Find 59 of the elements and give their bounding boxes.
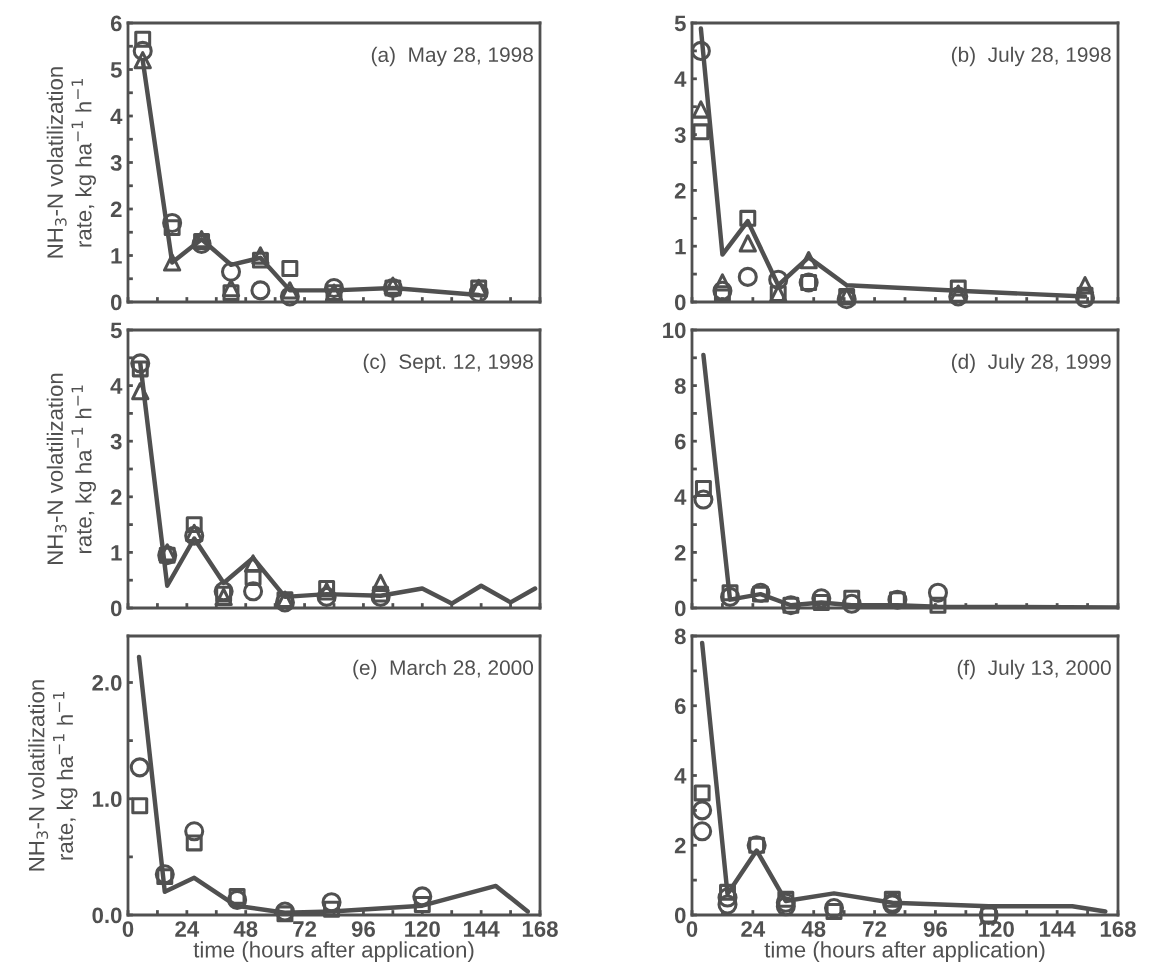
y-tick-label: 4 [110, 108, 123, 125]
y-axis-title: NH$_{3}$-N volatilization rate, kg ha$^{−1}$ h$^{−1}$ [46, 373, 96, 564]
x-tick-label: 48 [801, 921, 826, 937]
y-tick-label: 6 [674, 698, 686, 715]
annotation: (e) March 28, 2000 [353, 659, 534, 680]
y-tick-label: 2 [110, 489, 122, 505]
y-tick-label: 4 [674, 768, 687, 784]
y-tick-label: 6 [674, 433, 686, 450]
x-tick-label: 144 [1040, 921, 1076, 937]
y-tick-label: 1 [675, 238, 686, 255]
y-tick-label: 5 [110, 322, 122, 339]
y-tick-label: 0 [674, 294, 686, 311]
y-tick-label: 0 [674, 907, 686, 924]
y-tick-label: 4 [110, 378, 123, 394]
x-tick-label: 96 [351, 921, 375, 937]
x-tick-label: 96 [923, 921, 947, 937]
y-tick-label: 2 [110, 201, 122, 218]
x-tick-label: 168 [522, 921, 558, 937]
y-tick-label: 2 [674, 544, 686, 561]
x-tick-label: 0 [122, 921, 134, 937]
y-tick-label: 0 [110, 600, 122, 617]
annotation: (d) July 28, 1999 [951, 353, 1111, 374]
y-tick-label: 0 [110, 294, 122, 311]
x-tick-label: 24 [741, 921, 766, 937]
x-axis-title: time (hours after application) [193, 941, 474, 962]
y-tick-label: 0 [674, 600, 686, 617]
y-tick-label: 4 [674, 489, 687, 505]
y-tick-label: 1 [111, 248, 122, 264]
y-tick-label: 0.0 [92, 907, 122, 924]
y-tick-label: 6 [110, 15, 122, 32]
x-tick-label: 0 [686, 921, 698, 937]
x-axis-title: time (hours after application) [764, 941, 1045, 962]
y-tick-label: 2 [674, 837, 686, 854]
y-tick-label: 8 [674, 628, 686, 645]
y-tick-label: 5 [674, 15, 686, 32]
y-tick-label: 8 [674, 378, 686, 394]
y-axis-title: NH$_{3}$-N volatilization rate, kg ha$^{−1}$ h$^{−1}$ [46, 67, 96, 258]
x-tick-label: 144 [464, 921, 500, 937]
x-tick-label: 168 [1100, 921, 1136, 937]
x-tick-label: 72 [293, 921, 317, 937]
y-tick-label: 5 [110, 62, 122, 78]
y-tick-label: 2 [674, 182, 686, 199]
y-tick-label: 1 [111, 545, 122, 561]
annotation: (f) July 13, 2000 [957, 659, 1111, 680]
y-tick-label: 1.0 [92, 791, 122, 808]
y-tick-label: 3 [110, 433, 122, 450]
x-tick-label: 24 [175, 921, 200, 937]
y-tick-label: 4 [674, 71, 687, 87]
y-tick-label: 3 [674, 127, 686, 143]
y-axis-title: NH$_{3}$-N volatilization rate, kg ha$^{−1}$ h$^{−1}$ [28, 680, 78, 871]
annotation: (a) May 28, 1998 [371, 46, 533, 67]
annotation: (c) Sept. 12, 1998 [363, 353, 533, 374]
annotation: (b) July 28, 1998 [951, 46, 1111, 67]
y-tick-label: 3 [110, 155, 122, 171]
y-tick-label: 10 [663, 322, 686, 339]
y-tick-label: 2.0 [92, 675, 122, 691]
x-tick-label: 48 [233, 921, 258, 937]
x-tick-label: 72 [863, 921, 887, 937]
x-tick-label: 120 [405, 921, 440, 937]
